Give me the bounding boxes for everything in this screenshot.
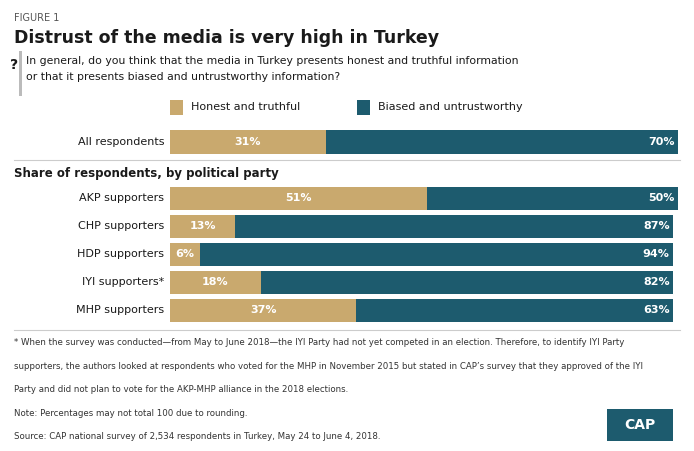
Text: or that it presents biased and untrustworthy information?: or that it presents biased and untrustwo… xyxy=(26,72,341,82)
Text: MHP supporters: MHP supporters xyxy=(76,305,164,315)
Text: 63%: 63% xyxy=(643,305,670,315)
Text: Distrust of the media is very high in Turkey: Distrust of the media is very high in Tu… xyxy=(14,29,439,47)
Text: 31%: 31% xyxy=(235,137,261,147)
Text: Party and did not plan to vote for the AKP-MHP alliance in the 2018 elections.: Party and did not plan to vote for the A… xyxy=(14,385,348,394)
Text: AKP supporters: AKP supporters xyxy=(80,193,164,203)
Text: ?: ? xyxy=(10,58,18,73)
Text: 94%: 94% xyxy=(643,249,670,259)
Text: * When the survey was conducted—from May to June 2018—the IYI Party had not yet : * When the survey was conducted—from May… xyxy=(14,338,625,347)
Text: 37%: 37% xyxy=(250,305,276,315)
Text: 13%: 13% xyxy=(189,221,216,231)
Text: Note: Percentages may not total 100 due to rounding.: Note: Percentages may not total 100 due … xyxy=(14,409,247,418)
Text: 82%: 82% xyxy=(643,277,670,287)
Text: 6%: 6% xyxy=(176,249,194,259)
Text: Biased and untrustworthy: Biased and untrustworthy xyxy=(378,102,523,112)
Text: Source: CAP national survey of 2,534 respondents in Turkey, May 24 to June 4, 20: Source: CAP national survey of 2,534 res… xyxy=(14,432,380,441)
Text: supporters, the authors looked at respondents who voted for the MHP in November : supporters, the authors looked at respon… xyxy=(14,362,643,371)
Text: 50%: 50% xyxy=(648,193,675,203)
Text: HDP supporters: HDP supporters xyxy=(78,249,164,259)
Text: 70%: 70% xyxy=(648,137,675,147)
Text: 18%: 18% xyxy=(202,277,228,287)
Text: FIGURE 1: FIGURE 1 xyxy=(14,13,59,23)
Text: In general, do you think that the media in Turkey presents honest and truthful i: In general, do you think that the media … xyxy=(26,56,519,66)
Text: 87%: 87% xyxy=(643,221,670,231)
Text: Share of respondents, by political party: Share of respondents, by political party xyxy=(14,167,278,180)
Text: CHP supporters: CHP supporters xyxy=(78,221,164,231)
Text: Honest and truthful: Honest and truthful xyxy=(191,102,300,112)
Text: 51%: 51% xyxy=(285,193,312,203)
Text: All respondents: All respondents xyxy=(78,137,164,147)
Text: CAP: CAP xyxy=(625,418,656,432)
Text: IYI supporters*: IYI supporters* xyxy=(82,277,164,287)
